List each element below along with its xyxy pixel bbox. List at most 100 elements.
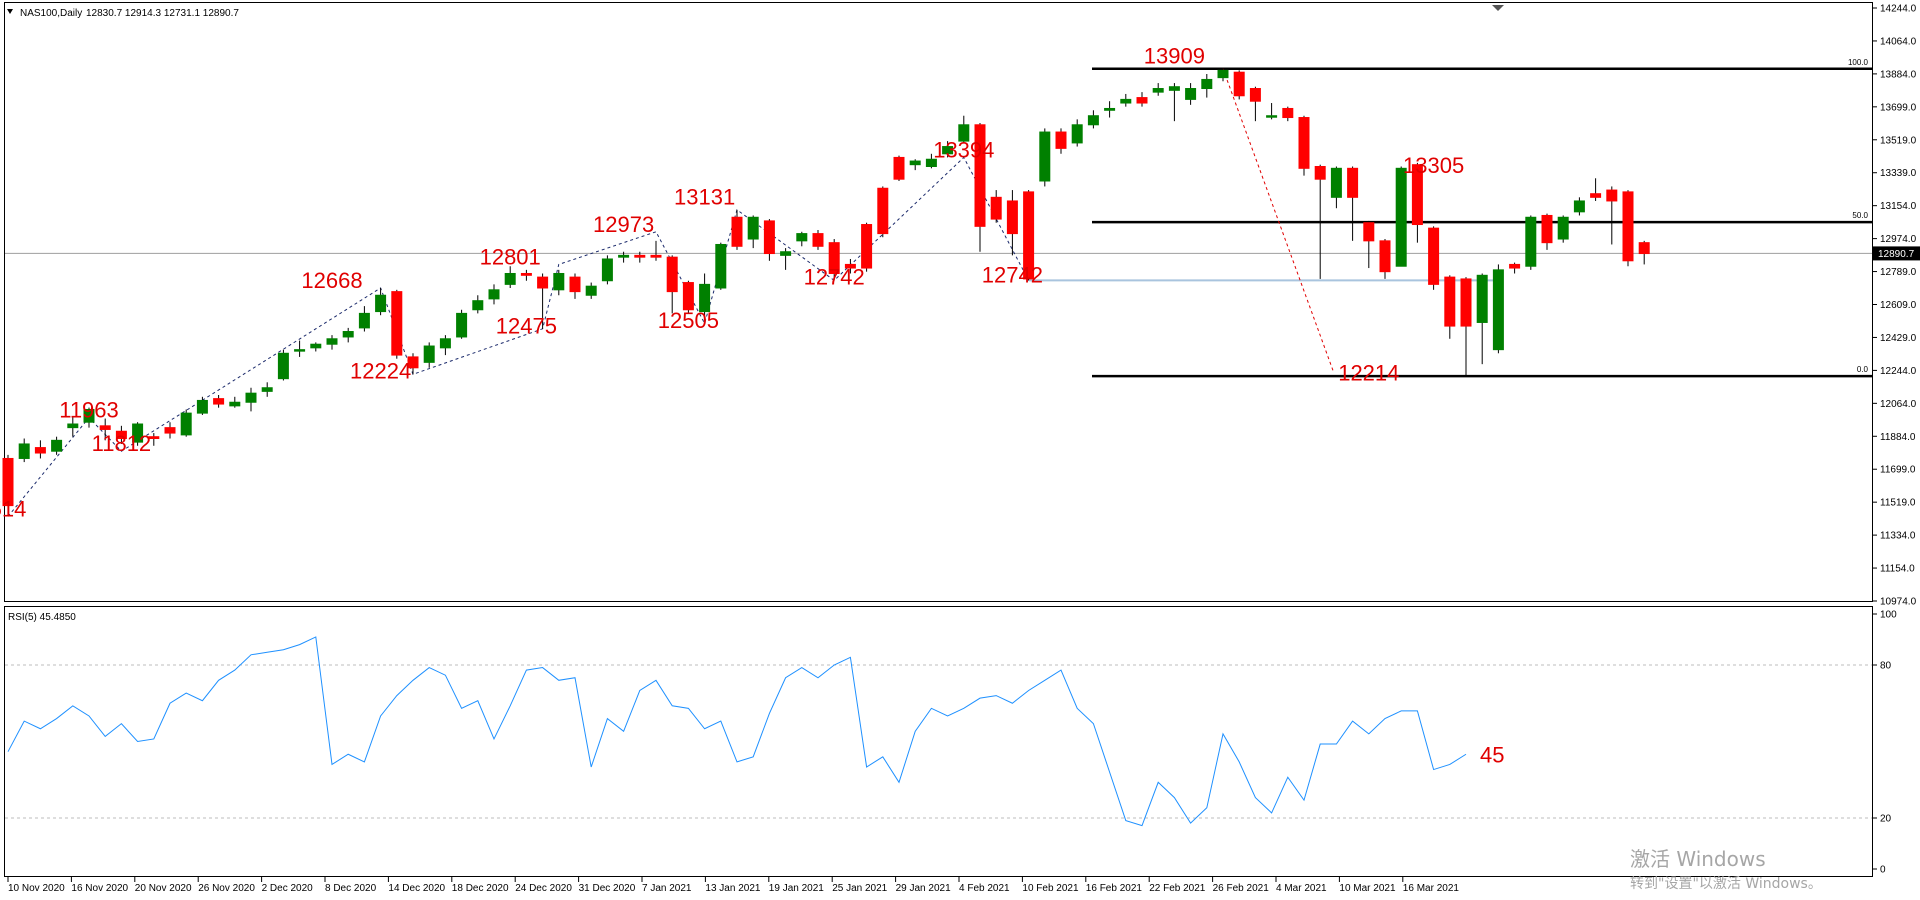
candle-body[interactable] xyxy=(1249,88,1261,102)
candle-body[interactable] xyxy=(974,124,986,227)
candle-body[interactable] xyxy=(407,356,419,369)
candle-body[interactable] xyxy=(99,425,111,430)
candle-body[interactable] xyxy=(796,233,808,242)
candle-body[interactable] xyxy=(893,156,905,180)
candle-body[interactable] xyxy=(342,331,354,338)
candle-body[interactable] xyxy=(909,160,921,166)
candle-body[interactable] xyxy=(1557,216,1569,240)
candle-body[interactable] xyxy=(731,216,743,247)
candle-body[interactable] xyxy=(294,349,306,352)
candle-body[interactable] xyxy=(1347,167,1359,198)
candle-body[interactable] xyxy=(310,343,322,349)
candle-body[interactable] xyxy=(1023,191,1035,280)
candle-body[interactable] xyxy=(1444,276,1456,327)
candle-body[interactable] xyxy=(1590,193,1602,198)
candle-body[interactable] xyxy=(1492,269,1504,351)
candle-body[interactable] xyxy=(375,294,387,313)
candle-body[interactable] xyxy=(569,276,581,293)
candle-body[interactable] xyxy=(585,285,597,296)
candle-body[interactable] xyxy=(180,412,192,436)
candle-body[interactable] xyxy=(747,216,759,240)
candle-body[interactable] xyxy=(439,338,451,349)
collapse-triangle-icon[interactable] xyxy=(7,9,13,14)
candle-body[interactable] xyxy=(1071,124,1083,144)
candle-body[interactable] xyxy=(780,251,792,256)
candle-body[interactable] xyxy=(2,457,14,507)
candle-body[interactable] xyxy=(115,430,127,440)
candle-body[interactable] xyxy=(1039,131,1051,182)
candle-body[interactable] xyxy=(1330,167,1342,198)
candle-body[interactable] xyxy=(942,146,954,155)
candle-body[interactable] xyxy=(1282,107,1294,119)
candle-body[interactable] xyxy=(1395,167,1407,267)
candle-body[interactable] xyxy=(196,399,208,414)
candle-body[interactable] xyxy=(51,439,63,452)
swing-zigzag-line[interactable] xyxy=(7,156,1030,517)
candle-body[interactable] xyxy=(715,243,727,289)
candle-body[interactable] xyxy=(990,196,1002,220)
candle-body[interactable] xyxy=(861,224,873,269)
candle-body[interactable] xyxy=(763,220,775,255)
candle-body[interactable] xyxy=(1314,165,1326,180)
candle-body[interactable] xyxy=(358,312,370,329)
candle-body[interactable] xyxy=(1379,240,1391,273)
candle-body[interactable] xyxy=(164,427,176,434)
candle-body[interactable] xyxy=(67,423,79,429)
candle-body[interactable] xyxy=(682,282,694,311)
candle-body[interactable] xyxy=(1541,214,1553,244)
candle-body[interactable] xyxy=(83,408,95,423)
candle-body[interactable] xyxy=(277,352,289,380)
candle-body[interactable] xyxy=(844,263,856,269)
candle-body[interactable] xyxy=(1185,88,1197,100)
candle-body[interactable] xyxy=(1638,242,1650,255)
zigzag-trend-line[interactable] xyxy=(1222,68,1335,374)
candle-body[interactable] xyxy=(601,258,613,282)
candle-body[interactable] xyxy=(1428,227,1440,285)
candle-body[interactable] xyxy=(391,291,403,356)
candle-body[interactable] xyxy=(1509,263,1521,269)
candle-body[interactable] xyxy=(423,345,435,363)
candle-body[interactable] xyxy=(1298,117,1310,169)
candle-body[interactable] xyxy=(1266,115,1278,118)
candle-body[interactable] xyxy=(1606,189,1618,202)
candle-body[interactable] xyxy=(132,423,144,443)
candle-body[interactable] xyxy=(1233,71,1245,97)
candle-body[interactable] xyxy=(1152,88,1164,93)
candle-body[interactable] xyxy=(958,124,970,142)
candle-body[interactable] xyxy=(504,272,516,285)
candle-body[interactable] xyxy=(553,272,565,291)
candle-body[interactable] xyxy=(34,447,46,454)
candle-body[interactable] xyxy=(18,443,30,459)
candle-body[interactable] xyxy=(1055,131,1067,149)
candle-body[interactable] xyxy=(213,398,225,405)
candle-body[interactable] xyxy=(456,312,468,338)
candle-body[interactable] xyxy=(618,254,630,258)
candle-body[interactable] xyxy=(812,233,824,247)
candle-body[interactable] xyxy=(925,158,937,167)
candle-body[interactable] xyxy=(1217,69,1229,79)
candle-body[interactable] xyxy=(245,392,257,403)
candle-body[interactable] xyxy=(261,387,273,392)
candle-body[interactable] xyxy=(1104,107,1116,111)
candle-body[interactable] xyxy=(1201,78,1213,90)
candle-body[interactable] xyxy=(877,187,889,235)
candle-body[interactable] xyxy=(488,289,500,300)
candle-body[interactable] xyxy=(699,283,711,313)
candle-body[interactable] xyxy=(326,338,338,345)
candle-body[interactable] xyxy=(1476,274,1488,323)
candle-body[interactable] xyxy=(828,242,840,274)
scroll-marker-icon[interactable] xyxy=(1492,5,1504,11)
candle-body[interactable] xyxy=(1006,200,1018,235)
candle-body[interactable] xyxy=(1087,115,1099,126)
candle-body[interactable] xyxy=(1136,97,1148,104)
candle-body[interactable] xyxy=(1363,222,1375,242)
candle-body[interactable] xyxy=(229,401,241,407)
candle-body[interactable] xyxy=(520,272,532,276)
candle-body[interactable] xyxy=(1168,86,1180,91)
candle-body[interactable] xyxy=(1525,216,1537,267)
candle-body[interactable] xyxy=(650,254,662,258)
candle-body[interactable] xyxy=(148,436,160,440)
candle-body[interactable] xyxy=(472,300,484,311)
candle-body[interactable] xyxy=(666,256,678,293)
candle-body[interactable] xyxy=(1622,191,1634,262)
